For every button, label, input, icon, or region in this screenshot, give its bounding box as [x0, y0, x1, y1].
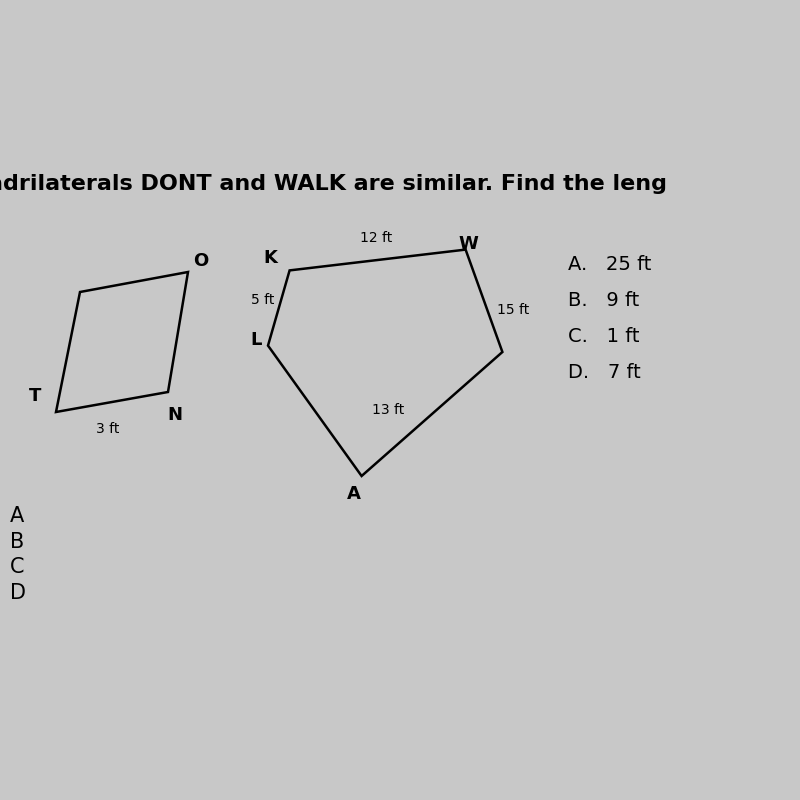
Text: W: W — [458, 235, 478, 253]
Text: 12 ft: 12 ft — [360, 231, 392, 246]
Text: C.   1 ft: C. 1 ft — [568, 326, 639, 346]
Text: A.   25 ft: A. 25 ft — [568, 254, 651, 274]
Text: D.   7 ft: D. 7 ft — [568, 362, 641, 382]
Text: L: L — [250, 331, 262, 349]
Text: 13 ft: 13 ft — [372, 402, 404, 417]
Text: A: A — [346, 486, 361, 503]
Text: C: C — [10, 557, 24, 578]
Text: N: N — [167, 406, 182, 424]
Text: 5 ft: 5 ft — [250, 293, 274, 307]
Text: 15 ft: 15 ft — [498, 303, 530, 318]
Text: B.   9 ft: B. 9 ft — [568, 290, 639, 310]
Text: K: K — [263, 249, 278, 266]
Text: adrilaterals DONT and WALK are similar. Find the leng: adrilaterals DONT and WALK are similar. … — [0, 174, 667, 194]
Text: A: A — [10, 506, 24, 526]
Text: T: T — [30, 387, 42, 405]
Text: O: O — [194, 253, 209, 270]
Text: B: B — [10, 532, 24, 552]
Text: D: D — [10, 582, 26, 603]
Text: 3 ft: 3 ft — [96, 422, 120, 437]
